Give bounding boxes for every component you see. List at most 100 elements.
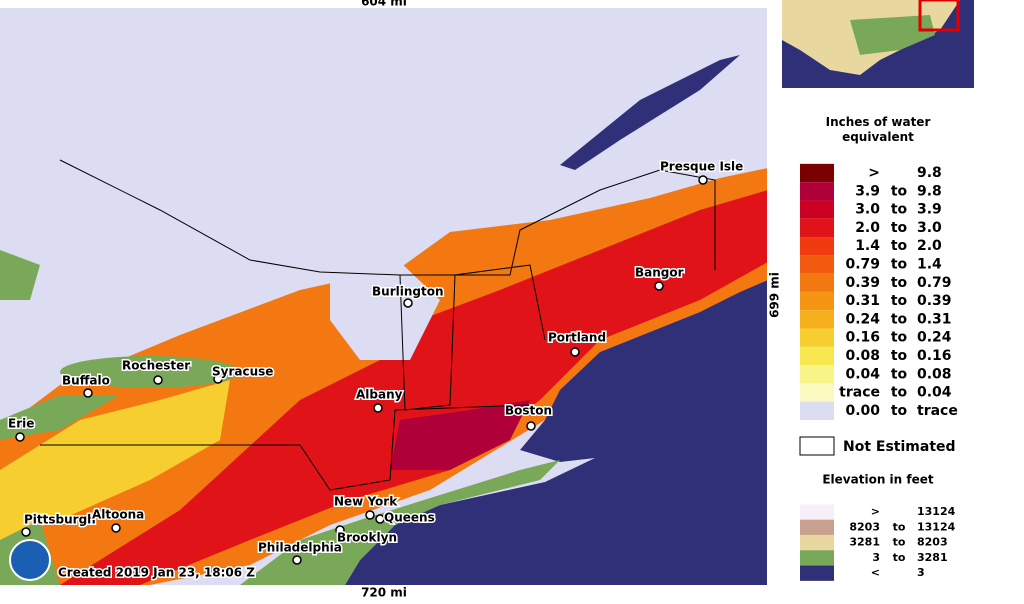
legend-swatch — [800, 504, 834, 520]
city-label: Erie — [8, 417, 34, 431]
legend-high: 13124 — [917, 505, 956, 518]
legend-sep: to — [891, 238, 908, 254]
city-label: Portland — [548, 331, 606, 345]
snow-light — [0, 380, 230, 540]
city-marker — [365, 510, 375, 520]
legend-sep: to — [891, 366, 908, 382]
legend-sep: to — [891, 330, 908, 346]
legend-low: 0.16 — [845, 330, 880, 346]
border — [59, 159, 716, 276]
snow-heavy — [60, 190, 768, 585]
legend-swatch — [800, 534, 834, 551]
city-marker — [153, 375, 163, 385]
legend-swatch — [800, 565, 834, 581]
legend-title: Inches of water equivalent — [826, 115, 931, 144]
not-estimated: Not Estimated — [843, 439, 956, 455]
scale-bottom: 720 mi — [361, 586, 407, 600]
legend-high: 0.04 — [917, 385, 952, 401]
legend-swatch — [800, 328, 834, 347]
legend-swatch — [800, 255, 834, 274]
city-label: New York — [334, 495, 398, 509]
inset-map — [782, 0, 974, 88]
city-marker — [83, 388, 93, 398]
legend-sep: to — [891, 403, 908, 419]
city-marker — [213, 374, 223, 384]
legend-low: 0.79 — [845, 257, 880, 273]
lake-ontario — [60, 356, 240, 388]
city-label: Brooklyn — [337, 531, 397, 545]
snow-free-area — [330, 262, 440, 360]
legend-swatch — [800, 200, 834, 219]
legend-high: 9.8 — [917, 183, 942, 199]
city-marker — [698, 175, 708, 185]
legend-low: > — [871, 505, 880, 518]
st-lawrence — [560, 55, 740, 170]
city-label: Albany — [356, 388, 403, 402]
legend-low: 0.04 — [845, 366, 880, 382]
city-marker — [292, 555, 302, 565]
legend-swatch — [800, 346, 834, 366]
legend-low: 2.0 — [855, 220, 880, 236]
legend-sep: to — [891, 202, 908, 218]
legend-high: 8203 — [917, 536, 948, 549]
legend-swatch — [800, 383, 834, 402]
legend-high: 3 — [917, 566, 925, 579]
legend-low: 3.0 — [855, 202, 880, 218]
legend-swatch — [800, 291, 834, 311]
legend-swatch — [800, 401, 834, 421]
border — [40, 404, 531, 491]
land — [240, 460, 560, 585]
city-marker — [375, 514, 385, 524]
scale-top: 604 mi — [361, 0, 407, 9]
legend-swatch — [800, 365, 834, 384]
city-label: Buffalo — [62, 374, 110, 388]
legend-sep: to — [893, 520, 906, 533]
legend-low: 0.08 — [845, 348, 880, 364]
lake-erie — [0, 395, 120, 440]
map — [0, 8, 768, 585]
legend-high: 1.4 — [917, 257, 942, 273]
legend-low: 0.00 — [845, 403, 880, 419]
land — [0, 250, 40, 300]
elevation-title: Elevation in feet — [822, 473, 934, 487]
legend-high: 3.0 — [917, 220, 942, 236]
legend-low: trace — [839, 385, 880, 401]
legend-swatch — [800, 218, 834, 238]
ocean — [345, 280, 768, 585]
noaa-logo — [9, 539, 51, 581]
city-marker — [21, 527, 31, 537]
legend-high: 3.9 — [917, 202, 942, 218]
city-marker — [403, 298, 413, 308]
legend-sep: to — [893, 551, 906, 564]
legend-swatch — [800, 310, 834, 329]
legend-swatch — [800, 519, 834, 535]
city-label: Burlington — [372, 285, 444, 299]
legend-high: 0.08 — [917, 366, 952, 382]
city-label: Syracuse — [212, 365, 273, 379]
legend-low: 3.9 — [855, 183, 880, 199]
legend-low: > — [868, 165, 880, 181]
legend-high: 13124 — [917, 520, 956, 533]
legend-sep: to — [891, 257, 908, 273]
legend-low: 0.31 — [845, 293, 880, 309]
city-label: Presque Isle — [660, 160, 743, 174]
snow-heaviest — [390, 400, 530, 470]
border — [399, 264, 546, 411]
legend-swatch — [800, 182, 834, 201]
legend-sep: to — [893, 536, 906, 549]
city-marker — [570, 347, 580, 357]
legend-swatch — [800, 550, 834, 566]
legend-low: < — [871, 566, 880, 579]
legend-sep: to — [891, 275, 908, 291]
legend-low: 0.39 — [845, 275, 880, 291]
city-label: Bangor — [635, 266, 684, 280]
legend-swatch — [800, 273, 834, 292]
legend-sep: to — [891, 220, 908, 236]
city-label: Pittsburgh — [24, 513, 96, 527]
legend-low: 0.24 — [845, 311, 880, 327]
legend-high: 0.79 — [917, 275, 952, 291]
legend-low: 3281 — [849, 536, 880, 549]
credit: Created 2019 Jan 23, 18:06 Z — [58, 566, 255, 580]
legend-sep: to — [891, 183, 908, 199]
legend-high: 0.16 — [917, 348, 952, 364]
